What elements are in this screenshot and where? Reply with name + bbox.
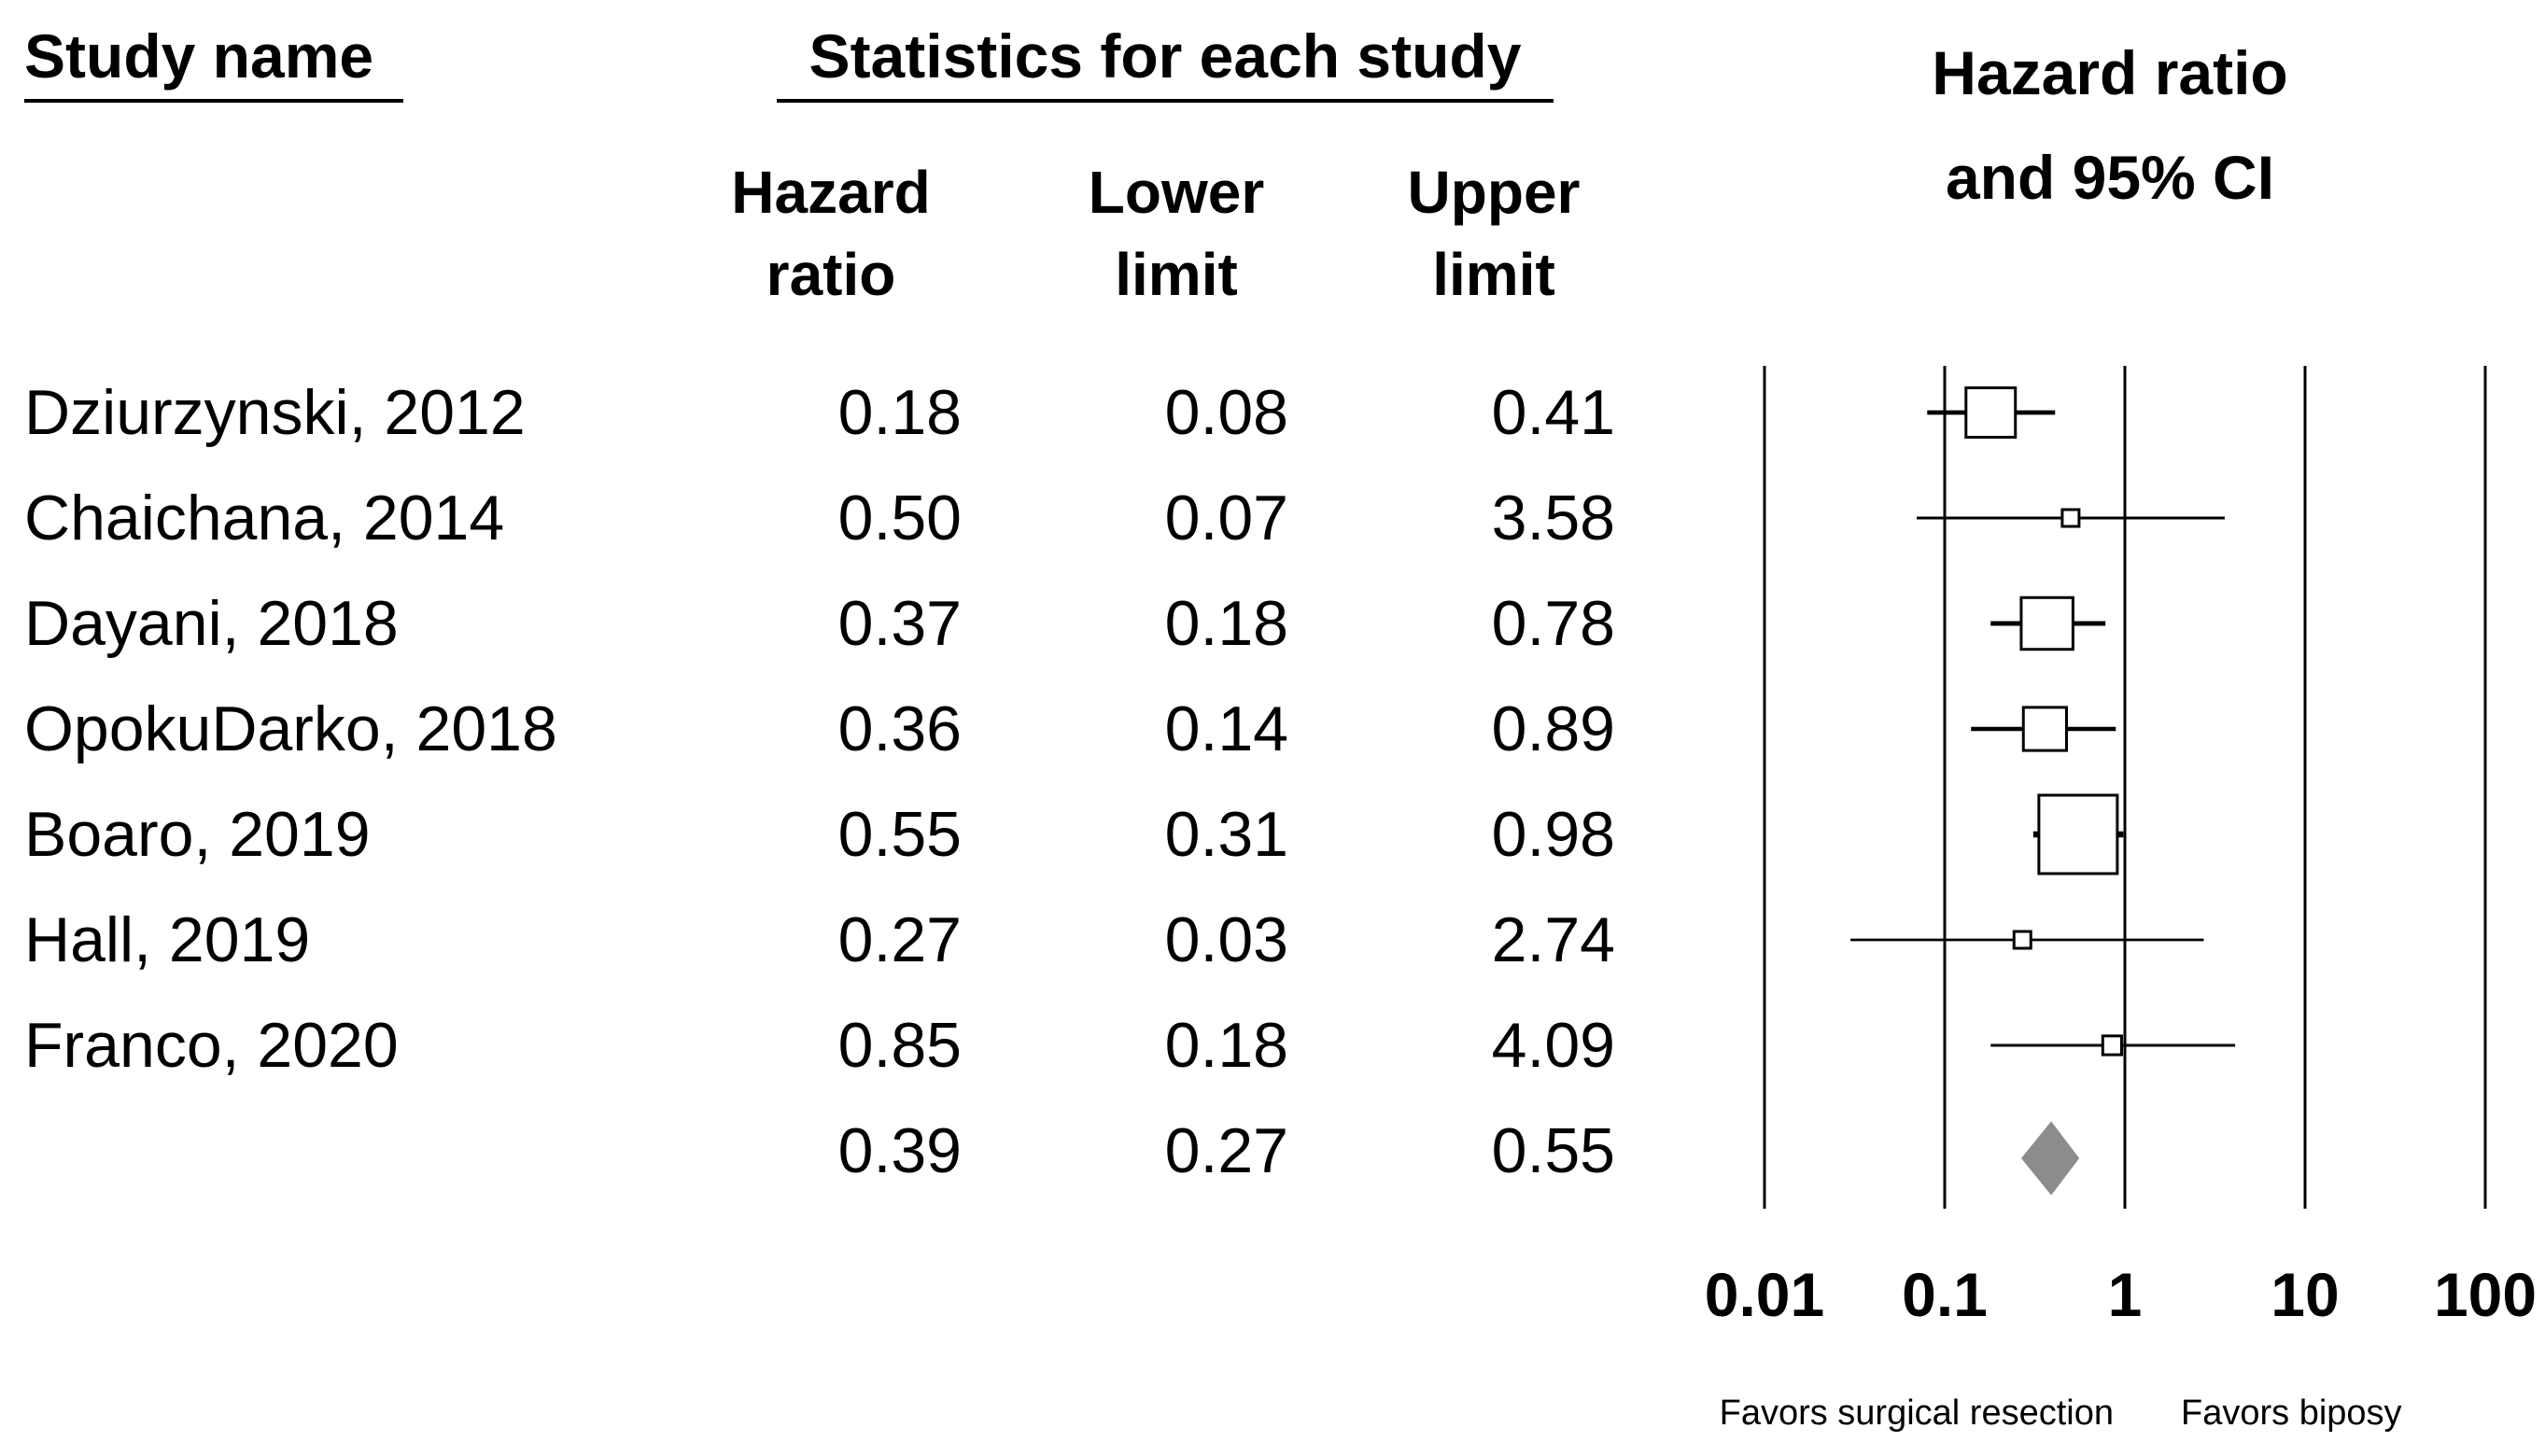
hazard-ratio-value: 0.85 (837, 1010, 962, 1081)
study-square (2019, 595, 2074, 651)
statistics-header: Statistics for each study (777, 21, 1554, 103)
study-square (2012, 930, 2032, 950)
upper-limit-header-line1: Upper (1407, 159, 1581, 226)
upper-limit-value: 0.98 (1491, 799, 1615, 870)
tick-label: 0.01 (1705, 1260, 1824, 1329)
summary-hazard-ratio-value: 0.39 (837, 1115, 962, 1186)
hazard-ratio-value: 0.50 (837, 483, 962, 553)
lower-limit-value: 0.07 (1164, 483, 1288, 553)
summary-lower-limit-value: 0.27 (1164, 1115, 1288, 1186)
favors-right-label: Favors biposy (2181, 1393, 2402, 1433)
tick-label: 1 (2108, 1260, 2143, 1329)
study-name: Hall, 2019 (24, 904, 311, 975)
lower-limit-header-line1: Lower (1088, 159, 1265, 226)
upper-limit-value: 3.58 (1491, 483, 1615, 553)
hazard-ratio-value: 0.27 (837, 904, 962, 975)
tick-label: 10 (2271, 1260, 2339, 1329)
lower-limit-value: 0.31 (1164, 799, 1288, 870)
plot-title-line1: Hazard ratio (1932, 38, 2288, 107)
study-square (1964, 386, 2018, 439)
upper-limit-header-line2: limit (1432, 241, 1555, 308)
study-square (2037, 793, 2119, 875)
upper-limit-value: 0.41 (1491, 377, 1615, 448)
study-name: Dayani, 2018 (24, 588, 399, 659)
hazard-ratio-value: 0.36 (837, 693, 962, 764)
study-name: Chaichana, 2014 (24, 483, 505, 553)
upper-limit-header: Upper limit (1354, 151, 1634, 315)
study-square (2021, 706, 2068, 752)
study-square (2101, 1034, 2123, 1057)
lower-limit-value: 0.18 (1164, 588, 1288, 659)
lower-limit-value: 0.08 (1164, 377, 1288, 448)
study-name: Boaro, 2019 (24, 799, 371, 870)
plot-title: Hazard ratio and 95% CI (1830, 21, 2390, 230)
hazard-ratio-value: 0.18 (837, 377, 962, 448)
hazard-ratio-header-line1: Hazard (731, 159, 931, 226)
study-square (2060, 508, 2081, 528)
upper-limit-value: 0.78 (1491, 588, 1615, 659)
hazard-ratio-value: 0.37 (837, 588, 962, 659)
favors-left-label: Favors surgical resection (1720, 1393, 2114, 1433)
lower-limit-value: 0.18 (1164, 1010, 1288, 1081)
lower-limit-header: Lower limit (1036, 151, 1316, 315)
tick-label: 100 (2434, 1260, 2537, 1329)
lower-limit-header-line2: limit (1115, 241, 1238, 308)
upper-limit-value: 0.89 (1491, 693, 1615, 764)
hazard-ratio-value: 0.55 (837, 799, 962, 870)
summary-upper-limit-value: 0.55 (1491, 1115, 1615, 1186)
plot-title-line2: and 95% CI (1945, 143, 2275, 212)
study-name: Franco, 2020 (24, 1010, 399, 1081)
tick-label: 0.1 (1902, 1260, 1988, 1329)
lower-limit-value: 0.03 (1164, 904, 1288, 975)
hazard-ratio-header: Hazard ratio (691, 151, 971, 315)
hazard-ratio-header-line2: ratio (766, 241, 896, 308)
upper-limit-value: 4.09 (1491, 1010, 1615, 1081)
study-name: OpokuDarko, 2018 (24, 693, 557, 764)
study-name-header: Study name (24, 21, 403, 103)
lower-limit-value: 0.14 (1164, 693, 1288, 764)
summary-diamond (2020, 1121, 2080, 1196)
study-name: Dziurzynski, 2012 (24, 377, 526, 448)
upper-limit-value: 2.74 (1491, 904, 1615, 975)
